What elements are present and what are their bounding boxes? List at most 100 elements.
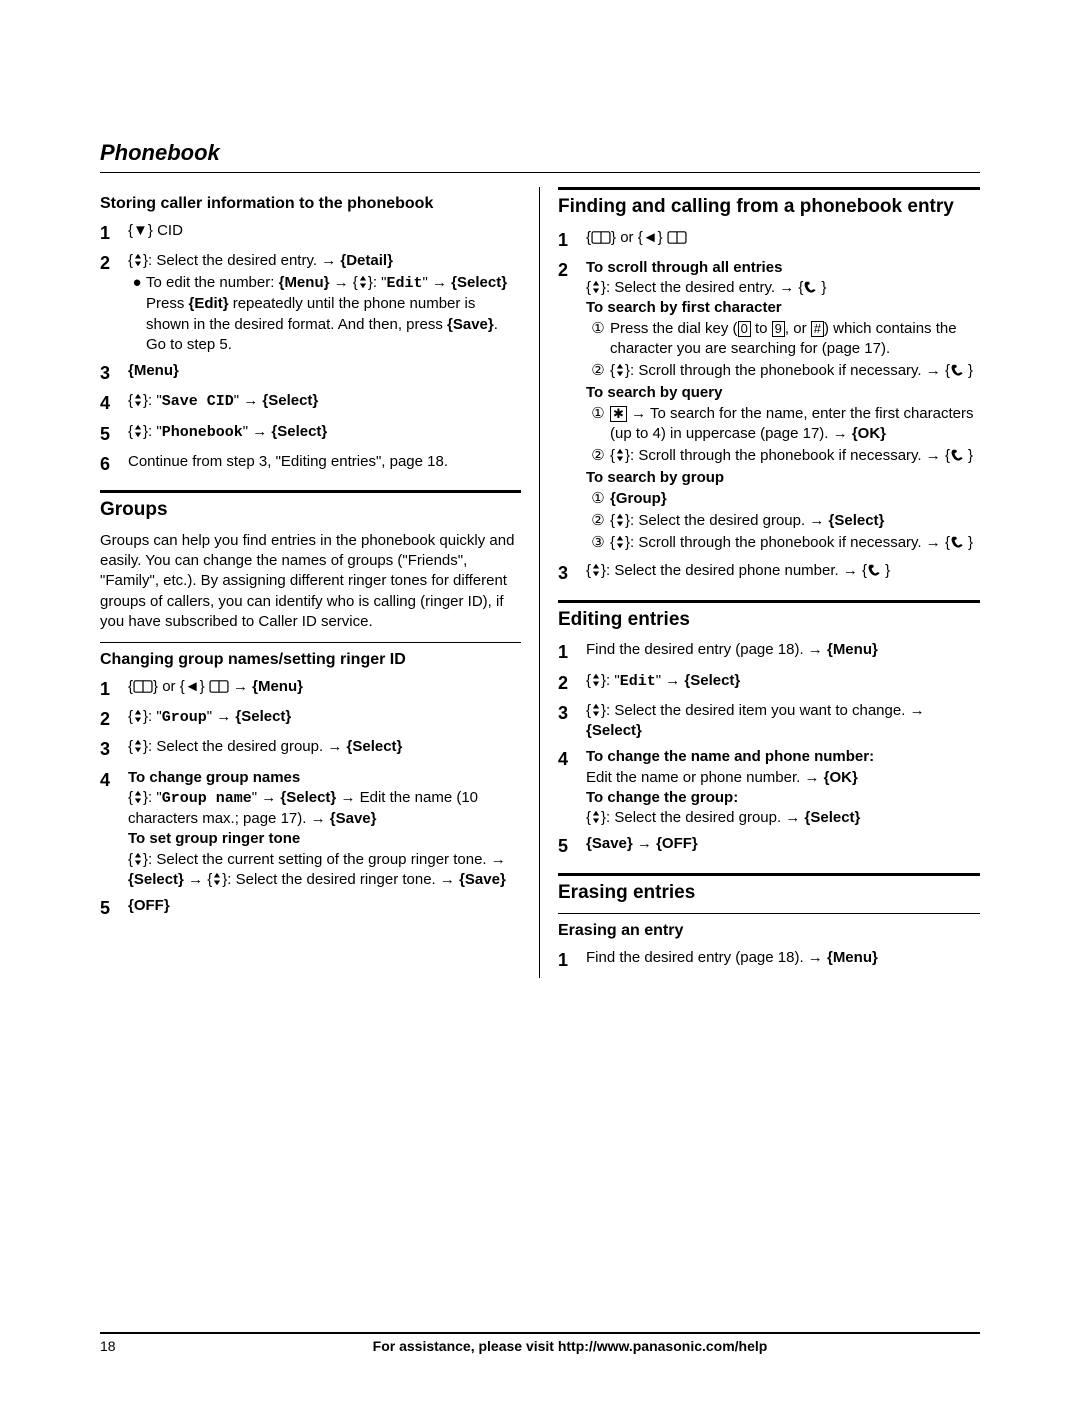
nav-icon (133, 393, 143, 407)
nav-icon (591, 563, 601, 577)
step-body: Find the desired entry (page 18). → {Men… (586, 640, 980, 664)
finding-title: Finding and calling from a phonebook ent… (558, 194, 980, 220)
chapter-title: Phonebook (100, 140, 980, 166)
nav-icon (591, 703, 601, 717)
step-num: 2 (558, 671, 586, 695)
step-num: 4 (100, 391, 128, 415)
phone-icon (867, 563, 885, 577)
nav-icon (615, 363, 625, 377)
groups-title: Groups (100, 497, 521, 523)
step-body: {} or {◄} → {Menu} (128, 677, 521, 701)
sublist: ① {Group} ② {}: Select the desired group… (586, 489, 980, 554)
step-num: 4 (558, 747, 586, 828)
step-num: 2 (558, 258, 586, 556)
nav-icon (358, 275, 368, 289)
nav-icon (615, 513, 625, 527)
storing-title: Storing caller information to the phoneb… (100, 193, 521, 215)
nav-icon (591, 280, 601, 294)
step-num: 1 (100, 221, 128, 245)
step-body: {}: Select the desired entry. → {Detail}… (128, 251, 521, 355)
step-num: 3 (100, 361, 128, 385)
step-num: 3 (558, 701, 586, 742)
nav-icon (133, 790, 143, 804)
change-steps: 1 {} or {◄} → {Menu} 2 {}: "Group" → {Se… (100, 677, 521, 921)
step-body: {} or {◄} (586, 228, 980, 252)
page: Phonebook Storing caller information to … (0, 0, 1080, 1404)
phone-icon (803, 280, 821, 294)
step-num: 1 (558, 948, 586, 972)
nav-icon (591, 673, 601, 687)
right-column: Finding and calling from a phonebook ent… (540, 187, 980, 978)
nav-icon (133, 709, 143, 723)
rule (558, 600, 980, 603)
rule (558, 187, 980, 190)
sublist: ① ✱ → To search for the name, enter the … (586, 404, 980, 467)
step-body: Continue from step 3, "Editing entries",… (128, 452, 521, 476)
step-num: 1 (558, 640, 586, 664)
phone-icon (950, 363, 968, 377)
step-num: 4 (100, 768, 128, 891)
nav-icon (212, 872, 222, 886)
step-body: To change group names {}: "Group name" →… (128, 768, 521, 891)
storing-steps: 1 {▼} CID 2 {}: Select the desired entry… (100, 221, 521, 477)
step-body: To scroll through all entries {}: Select… (586, 258, 980, 556)
step-body: {}: Select the desired phone number. → {… (586, 561, 980, 585)
step-num: 3 (558, 561, 586, 585)
step-body: Find the desired entry (page 18). → {Men… (586, 948, 980, 972)
nav-icon (591, 810, 601, 824)
sublist: ① Press the dial key (0 to 9, or #) whic… (586, 319, 980, 382)
step-body: To change the name and phone number: Edi… (586, 747, 980, 828)
rule (558, 913, 980, 914)
step-num: 3 (100, 737, 128, 761)
step-body: {Save} → {OFF} (586, 834, 980, 858)
bullet: ● To edit the number: {Menu} → {}: "Edit… (128, 273, 521, 355)
editing-steps: 1 Find the desired entry (page 18). → {M… (558, 640, 980, 858)
chapter-rule (100, 172, 980, 173)
editing-title: Editing entries (558, 607, 980, 633)
footer: 18 For assistance, please visit http://w… (100, 1332, 980, 1354)
book-icon (133, 680, 153, 693)
left-column: Storing caller information to the phoneb… (100, 187, 540, 978)
book-icon (591, 231, 611, 244)
step-body: {}: Select the desired item you want to … (586, 701, 980, 742)
step-num: 2 (100, 251, 128, 355)
book-icon (209, 680, 229, 693)
step-num: 2 (100, 707, 128, 731)
step-body: {}: "Save CID" → {Select} (128, 391, 521, 415)
step-body: {}: Select the desired group. → {Select} (128, 737, 521, 761)
step-body: {OFF} (128, 896, 521, 920)
nav-icon (133, 424, 143, 438)
book-icon (667, 231, 687, 244)
nav-icon (133, 739, 143, 753)
nav-icon (133, 852, 143, 866)
step-num: 5 (100, 896, 128, 920)
phone-icon (950, 448, 968, 462)
step-num: 6 (100, 452, 128, 476)
phone-icon (950, 535, 968, 549)
rule (100, 642, 521, 643)
step-body: {}: "Group" → {Select} (128, 707, 521, 731)
nav-icon (133, 253, 143, 267)
step-num: 1 (558, 228, 586, 252)
step-body: {Menu} (128, 361, 521, 385)
erasing-steps: 1 Find the desired entry (page 18). → {M… (558, 948, 980, 972)
nav-icon (615, 448, 625, 462)
footer-text: For assistance, please visit http://www.… (160, 1338, 980, 1354)
step-num: 5 (100, 422, 128, 446)
groups-body: Groups can help you find entries in the … (100, 531, 521, 632)
page-number: 18 (100, 1338, 160, 1354)
footer-rule (100, 1332, 980, 1334)
step-num: 5 (558, 834, 586, 858)
nav-icon (615, 535, 625, 549)
erasing-subtitle: Erasing an entry (558, 920, 980, 942)
change-title: Changing group names/setting ringer ID (100, 649, 521, 671)
rule (558, 873, 980, 876)
columns: Storing caller information to the phoneb… (100, 187, 980, 978)
step-body: {}: "Edit" → {Select} (586, 671, 980, 695)
step-body: {}: "Phonebook" → {Select} (128, 422, 521, 446)
rule (100, 490, 521, 493)
finding-steps: 1 {} or {◄} 2 To scroll through all entr… (558, 228, 980, 586)
step-body: {▼} CID (128, 221, 521, 245)
step-num: 1 (100, 677, 128, 701)
erasing-title: Erasing entries (558, 880, 980, 906)
